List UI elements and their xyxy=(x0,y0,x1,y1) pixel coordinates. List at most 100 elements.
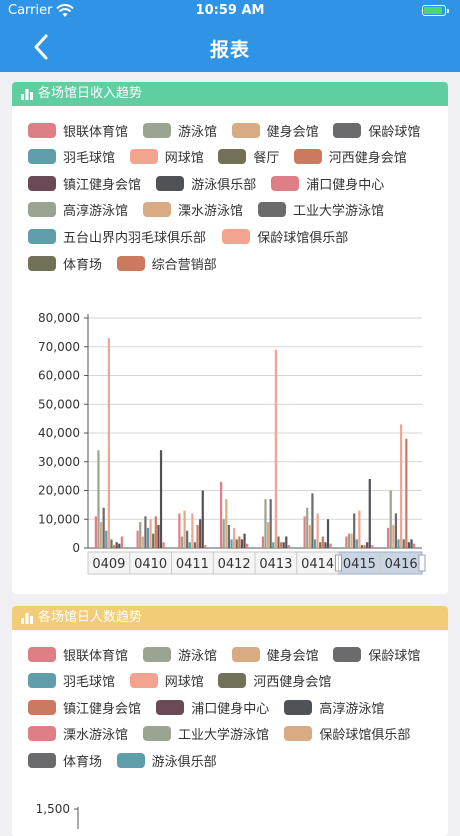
bar xyxy=(139,522,142,548)
legend-item[interactable]: 游泳俱乐部 xyxy=(156,173,256,193)
clock: 10:59 AM xyxy=(195,3,265,18)
bar xyxy=(277,536,280,548)
legend-item[interactable]: 银联体育馆 xyxy=(28,120,128,140)
legend-label: 镇江健身会馆 xyxy=(63,701,142,717)
card-title: 各场馆日收入趋势 xyxy=(38,86,143,101)
legend-item[interactable]: 羽毛球馆 xyxy=(28,147,115,167)
legend-item[interactable]: 网球馆 xyxy=(129,147,204,167)
legend-swatch xyxy=(231,122,260,138)
bar xyxy=(326,519,330,548)
legend-item[interactable]: 高淳游泳馆 xyxy=(284,697,384,717)
bar xyxy=(324,542,327,548)
legend-item[interactable]: 保龄球馆俱乐部 xyxy=(222,226,348,246)
bar xyxy=(146,527,150,548)
bar xyxy=(222,519,225,548)
legend-item[interactable]: 高淳游泳馆 xyxy=(28,200,128,220)
x-tick-label: 0414 xyxy=(301,557,334,572)
legend-item[interactable]: 游泳馆 xyxy=(143,644,217,664)
legend-item[interactable]: 保龄球馆俱乐部 xyxy=(284,724,410,744)
legend-item[interactable]: 镇江健身会馆 xyxy=(28,697,141,717)
legend-label: 游泳馆 xyxy=(178,124,218,140)
bar xyxy=(107,338,110,548)
legend-item[interactable]: 浦口健身中心 xyxy=(156,697,269,717)
legend-item[interactable]: 五台山界内羽毛球俱乐部 xyxy=(28,226,206,246)
battery-icon xyxy=(422,5,449,16)
bar xyxy=(402,539,405,548)
wifi-icon xyxy=(56,4,74,17)
bar xyxy=(319,542,322,548)
bar xyxy=(191,513,194,548)
bar xyxy=(329,543,332,548)
bar xyxy=(152,533,155,548)
legend-item[interactable]: 浦口健身中心 xyxy=(271,173,384,193)
y-tick-label: 30,000 xyxy=(38,455,80,469)
bar xyxy=(246,543,249,548)
legend-swatch xyxy=(129,673,158,689)
legend-item[interactable]: 网球馆 xyxy=(129,671,204,691)
status-bar: Carrier 10:59 AM xyxy=(0,0,460,22)
legend-item[interactable]: 河西健身会馆 xyxy=(293,147,407,167)
chevron-left-icon[interactable] xyxy=(30,32,52,62)
legend-item[interactable]: 体育场 xyxy=(28,253,102,273)
legend-swatch xyxy=(28,255,56,271)
legend-swatch xyxy=(333,646,362,662)
legend-item[interactable]: 溧水游泳馆 xyxy=(28,724,128,744)
bar xyxy=(230,539,233,548)
bar xyxy=(368,479,371,548)
legend-label: 银联体育馆 xyxy=(63,124,129,140)
legend-item[interactable]: 保龄球馆 xyxy=(333,644,420,664)
legend-label: 高淳游泳馆 xyxy=(319,701,385,717)
bar xyxy=(188,542,191,548)
bar xyxy=(157,525,160,548)
legend-swatch xyxy=(28,228,56,244)
legend-label: 五台山界内羽毛球俱乐部 xyxy=(63,230,207,246)
bar xyxy=(193,542,197,548)
y-tick-label: 70,000 xyxy=(38,340,80,354)
legend-swatch xyxy=(28,752,56,768)
legend-label: 高淳游泳馆 xyxy=(63,204,129,220)
x-tick-label: 0409 xyxy=(92,557,125,572)
legend-item[interactable]: 餐厅 xyxy=(218,147,279,167)
legend-item[interactable]: 工业大学游泳馆 xyxy=(258,200,384,220)
legend-swatch xyxy=(28,122,56,138)
legend-item[interactable]: 河西健身会馆 xyxy=(218,671,331,691)
bar xyxy=(279,542,283,548)
legend-item[interactable]: 银联体育馆 xyxy=(28,644,128,664)
legend-label: 网球馆 xyxy=(164,151,204,167)
legend-swatch xyxy=(143,202,171,218)
legend-item[interactable]: 羽毛球馆 xyxy=(28,671,115,691)
legend-label: 羽毛球馆 xyxy=(63,151,116,167)
visitors-trend-card: 各场馆日人数趋势 银联体育馆 游泳馆 健身会馆 保龄球馆 羽毛球馆 网球馆 河西健身会馆 镇江… xyxy=(12,606,448,836)
legend-item[interactable]: 保龄球馆 xyxy=(333,120,420,140)
legend-swatch xyxy=(28,699,56,715)
legend-label: 餐厅 xyxy=(253,151,280,167)
legend-item[interactable]: 工业大学游泳馆 xyxy=(143,724,269,744)
bar xyxy=(102,507,105,548)
legend-label: 体育场 xyxy=(63,754,103,770)
bar xyxy=(360,545,364,548)
legend-item[interactable]: 溧水游泳馆 xyxy=(143,200,243,220)
legend-label: 工业大学游泳馆 xyxy=(293,204,385,220)
legend-item[interactable]: 体育场 xyxy=(28,750,102,770)
legend-swatch xyxy=(258,202,286,218)
bar xyxy=(115,542,118,548)
bar xyxy=(120,536,123,548)
legend-swatch xyxy=(231,646,260,662)
bar-chart-icon xyxy=(21,89,33,100)
legend-swatch xyxy=(333,122,362,138)
legend-item[interactable]: 健身会馆 xyxy=(231,644,319,664)
legend-label: 河西健身会馆 xyxy=(253,675,332,691)
card-header: 各场馆日收入趋势 xyxy=(12,82,448,106)
bar xyxy=(350,533,353,548)
legend-label: 浦口健身中心 xyxy=(191,701,270,717)
legend-swatch xyxy=(156,175,185,191)
legend-item[interactable]: 游泳俱乐部 xyxy=(116,750,217,770)
legend-item[interactable]: 游泳馆 xyxy=(143,120,217,140)
legend-item[interactable]: 综合营销部 xyxy=(116,253,217,273)
bar xyxy=(274,349,277,548)
legend-swatch xyxy=(129,149,158,165)
legend-item[interactable]: 健身会馆 xyxy=(231,120,319,140)
navigation-bar: 报表 xyxy=(0,22,460,72)
bar xyxy=(405,438,408,548)
legend-item[interactable]: 镇江健身会馆 xyxy=(28,173,141,193)
